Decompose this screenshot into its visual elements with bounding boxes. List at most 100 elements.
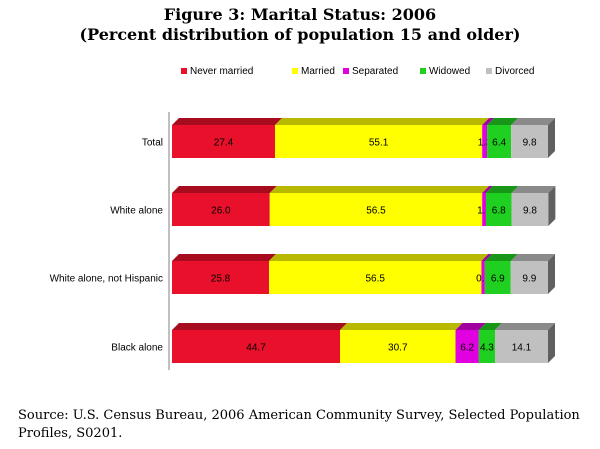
legend-label-divorced: Divorced bbox=[495, 66, 534, 77]
bar-segment-married-black-alone bbox=[340, 323, 463, 363]
chart-title: Figure 3: Marital Status: 2006 bbox=[163, 5, 437, 24]
legend-swatch-married bbox=[292, 68, 298, 74]
data-label-divorced-white-alone-not-hispanic: 9.9 bbox=[522, 274, 536, 285]
bar-segment-divorced-white-alone bbox=[511, 186, 556, 226]
bar-front-face bbox=[455, 330, 479, 363]
bar-front-face bbox=[510, 261, 548, 294]
bar-segment-divorced-black-alone bbox=[494, 323, 555, 363]
data-label-married-white-alone: 56.5 bbox=[366, 206, 386, 217]
bar-front-face bbox=[485, 193, 512, 226]
bar-front-face bbox=[172, 125, 276, 158]
legend-swatch-never-married bbox=[181, 68, 187, 74]
bar-segment-never-married-white-alone-not-hispanic bbox=[172, 254, 277, 294]
bar-front-face bbox=[478, 330, 495, 363]
bar-side-face bbox=[548, 254, 555, 294]
bar-segment-separated-white-alone bbox=[482, 186, 493, 226]
bar-front-face bbox=[172, 193, 270, 226]
bar-top-face bbox=[481, 254, 492, 261]
category-label-white-alone-not-hispanic: White alone, not Hispanic bbox=[50, 274, 163, 285]
bar-top-face bbox=[340, 323, 463, 330]
bar-front-face bbox=[511, 125, 548, 158]
bar-segment-widowed-white-alone-not-hispanic bbox=[484, 254, 518, 294]
bar-top-face bbox=[275, 118, 490, 125]
bar-segment-widowed-black-alone bbox=[478, 323, 502, 363]
data-label-widowed-total: 6.4 bbox=[492, 138, 506, 149]
bar-front-face bbox=[269, 261, 482, 294]
legend-label-widowed: Widowed bbox=[429, 66, 470, 77]
bar-top-face bbox=[511, 186, 556, 193]
bar-segment-separated-total bbox=[482, 118, 495, 158]
bar-segment-divorced-white-alone-not-hispanic bbox=[510, 254, 555, 294]
bar-segment-married-white-alone bbox=[269, 186, 490, 226]
bar-top-face bbox=[172, 323, 348, 330]
bar-side-face bbox=[548, 118, 555, 158]
bar-segment-divorced-total bbox=[511, 118, 555, 158]
bar-front-face bbox=[482, 193, 486, 226]
data-label-widowed-white-alone: 6.8 bbox=[492, 206, 506, 217]
bar-front-face bbox=[484, 261, 511, 294]
data-label-separated-black-alone: 6.2 bbox=[460, 343, 474, 354]
bar-top-face bbox=[510, 254, 555, 261]
legend-label-never-married: Never married bbox=[190, 66, 253, 77]
category-label-black-alone: Black alone bbox=[111, 343, 163, 354]
legend-label-married: Married bbox=[301, 66, 335, 77]
bar-segment-never-married-white-alone bbox=[172, 186, 277, 226]
bar-segment-separated-black-alone bbox=[455, 323, 486, 363]
data-label-never-married-black-alone: 44.7 bbox=[246, 343, 266, 354]
bar-top-face bbox=[269, 186, 490, 193]
bar-top-face bbox=[455, 323, 486, 330]
data-label-married-total: 55.1 bbox=[369, 138, 389, 149]
bar-top-face bbox=[484, 254, 518, 261]
legend-label-separated: Separated bbox=[352, 66, 398, 77]
data-label-separated-white-alone: 1.0 bbox=[477, 206, 491, 217]
category-label-white-alone: White alone bbox=[110, 206, 163, 217]
data-label-divorced-black-alone: 14.1 bbox=[512, 343, 532, 354]
stacked-bar-chart: Never married Married Separated Widowed Divo… bbox=[50, 66, 556, 370]
bar-front-face bbox=[340, 330, 456, 363]
bar-segment-married-white-alone-not-hispanic bbox=[269, 254, 489, 294]
bar-front-face bbox=[511, 193, 549, 226]
bar-top-face bbox=[511, 118, 555, 125]
bar-top-face bbox=[487, 118, 519, 125]
bar-front-face bbox=[172, 261, 270, 294]
bar-front-face bbox=[487, 125, 512, 158]
data-label-widowed-white-alone-not-hispanic: 6.9 bbox=[491, 274, 505, 285]
bar-top-face bbox=[269, 254, 489, 261]
data-label-divorced-white-alone: 9.8 bbox=[523, 206, 537, 217]
bar-front-face bbox=[269, 193, 483, 226]
bar-segment-never-married-black-alone bbox=[172, 323, 348, 363]
data-label-never-married-white-alone: 26.0 bbox=[211, 206, 231, 217]
data-label-widowed-black-alone: 4.3 bbox=[480, 343, 494, 354]
legend-swatch-separated bbox=[343, 68, 349, 74]
bar-top-face bbox=[478, 323, 502, 330]
category-label-total: Total bbox=[142, 138, 163, 149]
plot-area: Total 27.4 55.1 1.3 6.4 9.8 White alone 26.0 56.… bbox=[50, 112, 556, 370]
bar-segment-married-total bbox=[275, 118, 490, 158]
bar-side-face bbox=[548, 186, 556, 226]
data-label-separated-total: 1.3 bbox=[478, 138, 492, 149]
chart-subtitle: (Percent distribution of population 15 a… bbox=[79, 25, 521, 44]
bar-segment-widowed-white-alone bbox=[485, 186, 519, 226]
data-label-never-married-total: 27.4 bbox=[214, 138, 234, 149]
bar-segment-widowed-total bbox=[487, 118, 519, 158]
data-label-divorced-total: 9.8 bbox=[523, 138, 537, 149]
bar-front-face bbox=[494, 330, 548, 363]
bar-front-face bbox=[482, 125, 488, 158]
legend-swatch-divorced bbox=[486, 68, 492, 74]
bar-side-face bbox=[548, 323, 555, 363]
bar-top-face bbox=[172, 186, 277, 193]
bar-top-face bbox=[172, 118, 283, 125]
bar-segment-separated-white-alone-not-hispanic bbox=[481, 254, 492, 294]
source-note: Source: U.S. Census Bureau, 2006 America… bbox=[18, 408, 580, 441]
data-label-never-married-white-alone-not-hispanic: 25.8 bbox=[211, 274, 231, 285]
legend-swatch-widowed bbox=[420, 68, 426, 74]
bar-front-face bbox=[275, 125, 483, 158]
data-label-married-white-alone-not-hispanic: 56.5 bbox=[365, 274, 385, 285]
bar-top-face bbox=[485, 186, 519, 193]
bar-top-face bbox=[482, 186, 493, 193]
bar-top-face bbox=[494, 323, 555, 330]
bar-top-face bbox=[172, 254, 277, 261]
bar-front-face bbox=[481, 261, 485, 294]
bar-segment-never-married-total bbox=[172, 118, 283, 158]
legend: Never married Married Separated Widowed Divo… bbox=[181, 66, 534, 77]
